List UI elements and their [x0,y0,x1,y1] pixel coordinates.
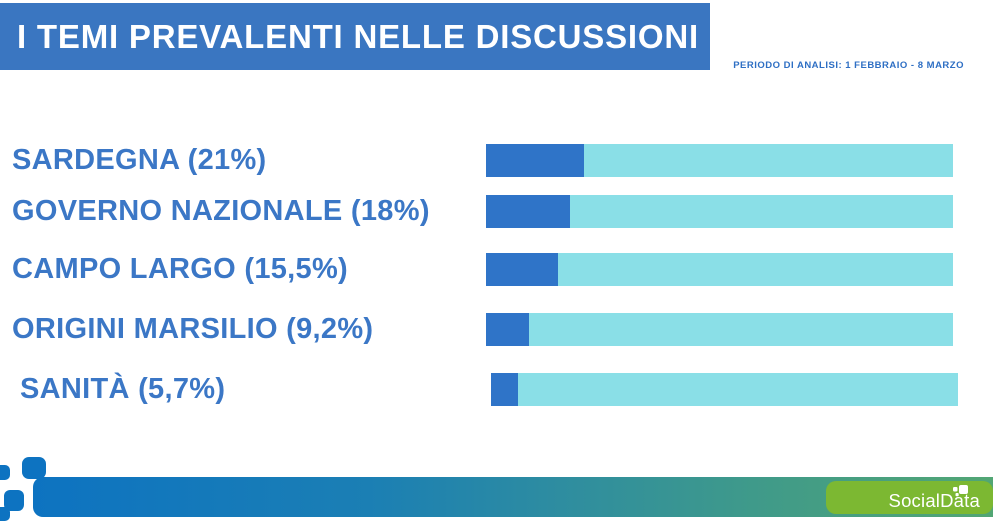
pixel-blob-icon [4,490,24,511]
bar-track [491,373,958,406]
bar-row: SANITÀ (5,7%) [0,373,993,406]
bar-row: GOVERNO NAZIONALE (18%) [0,195,993,228]
bar-track [486,195,953,228]
bar-row: CAMPO LARGO (15,5%) [0,253,993,286]
bar-track [486,253,953,286]
bar-fill [486,313,529,346]
bar-label: ORIGINI MARSILIO (9,2%) [12,313,374,345]
brand-badge: SocialData [826,481,993,514]
bar-label: CAMPO LARGO (15,5%) [12,253,349,285]
bar-track [486,313,953,346]
bar-row: ORIGINI MARSILIO (9,2%) [0,313,993,346]
bar-row: SARDEGNA (21%) [0,144,993,177]
bar-label: GOVERNO NAZIONALE (18%) [12,195,430,227]
pixel-blob-icon [0,465,10,480]
socialdata-pixel-icon [953,485,968,497]
period-note: PERIODO DI ANALISI: 1 FEBBRAIO - 8 MARZO [733,60,964,71]
bar-fill [486,253,559,286]
bar-label: SARDEGNA (21%) [12,144,267,176]
page-title: I TEMI PREVALENTI NELLE DISCUSSIONI [17,17,699,55]
bar-label: SANITÀ (5,7%) [20,373,226,405]
bar-track [486,144,953,177]
header-bar: I TEMI PREVALENTI NELLE DISCUSSIONI [0,3,710,70]
bar-fill [491,373,518,406]
bar-fill [486,144,585,177]
pixel-blob-icon [0,507,10,521]
pixel-blob-icon [22,457,46,479]
bar-fill [486,195,571,228]
